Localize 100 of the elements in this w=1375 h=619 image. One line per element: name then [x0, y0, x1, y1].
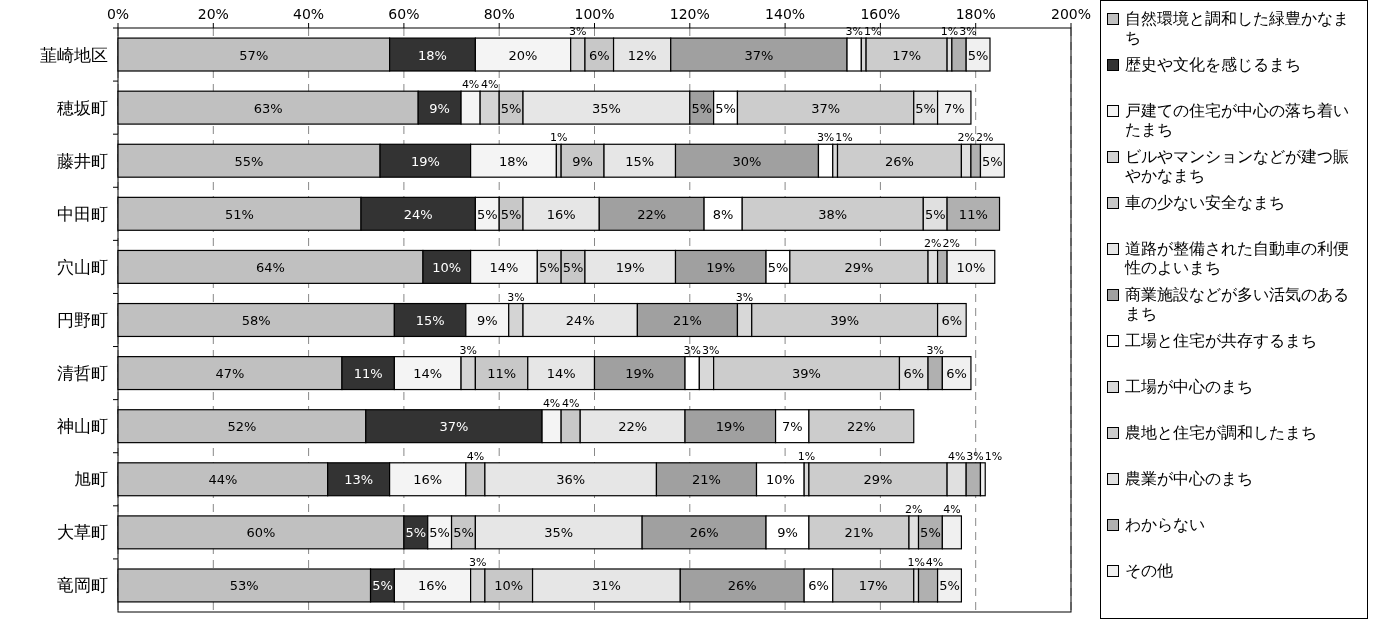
y-tick-label: 竜岡町: [57, 575, 108, 596]
data-label: 4%: [947, 449, 966, 463]
data-label: 4%: [480, 78, 499, 92]
data-label: 1%: [863, 25, 882, 39]
data-label: 5%: [915, 100, 936, 116]
data-label: 5%: [372, 578, 393, 594]
data-label: 30%: [732, 153, 762, 169]
data-label: 3%: [966, 449, 984, 463]
data-label: 31%: [591, 578, 621, 594]
data-label: 19%: [615, 259, 645, 275]
data-label: 15%: [625, 153, 655, 169]
data-label: 21%: [844, 525, 874, 541]
data-label: 14%: [413, 366, 443, 382]
data-label: 38%: [818, 206, 848, 222]
data-label: 1%: [984, 449, 1003, 463]
data-label: 11%: [958, 206, 988, 222]
data-label: 5%: [920, 525, 941, 541]
legend-label: その他: [1125, 561, 1173, 580]
data-label: 37%: [439, 419, 469, 435]
data-label: 5%: [562, 259, 584, 275]
x-tick-label: 0%: [106, 6, 130, 22]
data-label: 14%: [546, 366, 576, 382]
data-label: 6%: [588, 47, 610, 63]
y-tick-label: 清哲町: [57, 363, 108, 384]
data-label: 36%: [556, 472, 586, 488]
data-label: 4%: [943, 502, 961, 516]
y-tick-label: 韮崎地区: [40, 44, 108, 65]
data-label: 52%: [227, 419, 257, 435]
x-tick-label: 120%: [669, 6, 710, 22]
data-label: 16%: [546, 206, 576, 222]
x-tick-label: 20%: [197, 6, 229, 22]
data-label: 18%: [418, 47, 447, 63]
data-label: 14%: [489, 259, 519, 275]
data-label: 2%: [942, 237, 960, 251]
data-label: 5%: [767, 259, 789, 275]
data-label: 20%: [508, 47, 538, 63]
data-label: 5%: [924, 206, 946, 222]
data-label: 11%: [487, 366, 517, 382]
data-label: 26%: [727, 578, 757, 594]
legend-label: 車の少ない安全なまち: [1125, 193, 1285, 212]
data-label: 29%: [863, 472, 893, 488]
data-label: 13%: [344, 472, 374, 488]
data-label: 1%: [550, 131, 568, 145]
legend-label: 工場と住宅が共存するまち: [1125, 331, 1317, 350]
data-label: 5%: [405, 525, 427, 541]
x-tick-label: 100%: [574, 6, 615, 22]
legend-label: 戸建ての住宅が中心の落ち着いたまち: [1125, 101, 1350, 139]
data-label: 2%: [975, 131, 994, 145]
data-label: 9%: [429, 100, 450, 116]
data-label: 6%: [808, 578, 829, 594]
data-label: 21%: [692, 472, 721, 488]
data-label: 21%: [672, 313, 702, 328]
data-label: 6%: [941, 313, 963, 328]
data-label: 55%: [234, 153, 264, 169]
y-tick-label: 藤井町: [57, 150, 108, 171]
data-label: 1%: [907, 556, 925, 569]
data-label: 5%: [538, 259, 560, 275]
data-label: 4%: [542, 396, 561, 410]
x-tick-label: 160%: [860, 6, 901, 22]
data-label: 17%: [858, 578, 888, 594]
data-label: 22%: [618, 419, 648, 435]
data-label: 44%: [208, 472, 238, 488]
data-label: 5%: [715, 100, 736, 116]
data-label: 4%: [925, 556, 944, 569]
data-label: 39%: [792, 366, 821, 382]
legend-label: 商業施設などが多い活気のあるまち: [1125, 285, 1350, 323]
data-label: 11%: [353, 366, 383, 382]
data-label: 10%: [956, 259, 986, 275]
data-label: 5%: [500, 206, 522, 222]
data-label: 10%: [432, 259, 462, 275]
data-label: 47%: [215, 366, 245, 382]
data-label: 60%: [246, 525, 276, 541]
data-label: 2%: [957, 131, 975, 145]
data-label: 5%: [691, 100, 713, 116]
data-label: 3%: [701, 343, 720, 357]
legend-label: 農業が中心のまち: [1125, 469, 1253, 488]
data-label: 4%: [466, 449, 485, 463]
data-label: 37%: [811, 100, 841, 116]
data-label: 15%: [415, 313, 445, 328]
bar: [865, 37, 948, 72]
x-tick-label: 200%: [1050, 6, 1092, 22]
data-label: 5%: [982, 153, 1003, 169]
data-label: 4%: [561, 396, 580, 410]
x-tick-label: 180%: [955, 6, 996, 22]
data-label: 35%: [591, 100, 621, 116]
data-label: 5%: [939, 578, 960, 594]
data-label: 3%: [959, 25, 977, 39]
data-label: 9%: [777, 525, 798, 541]
y-tick-label: 大草町: [57, 522, 108, 543]
data-label: 10%: [494, 578, 524, 594]
data-label: 64%: [256, 259, 285, 275]
y-tick-label: 円野町: [57, 310, 108, 330]
data-label: 1%: [940, 25, 959, 39]
data-label: 24%: [403, 206, 433, 222]
legend-label: 農地と住宅が調和したまち: [1125, 423, 1317, 442]
data-label: 9%: [476, 313, 498, 328]
data-label: 1%: [797, 449, 816, 463]
data-label: 37%: [744, 47, 774, 63]
legend-label: ビルやマンションなどが建つ賑やかなまち: [1125, 147, 1350, 185]
x-tick-label: 60%: [388, 6, 420, 22]
